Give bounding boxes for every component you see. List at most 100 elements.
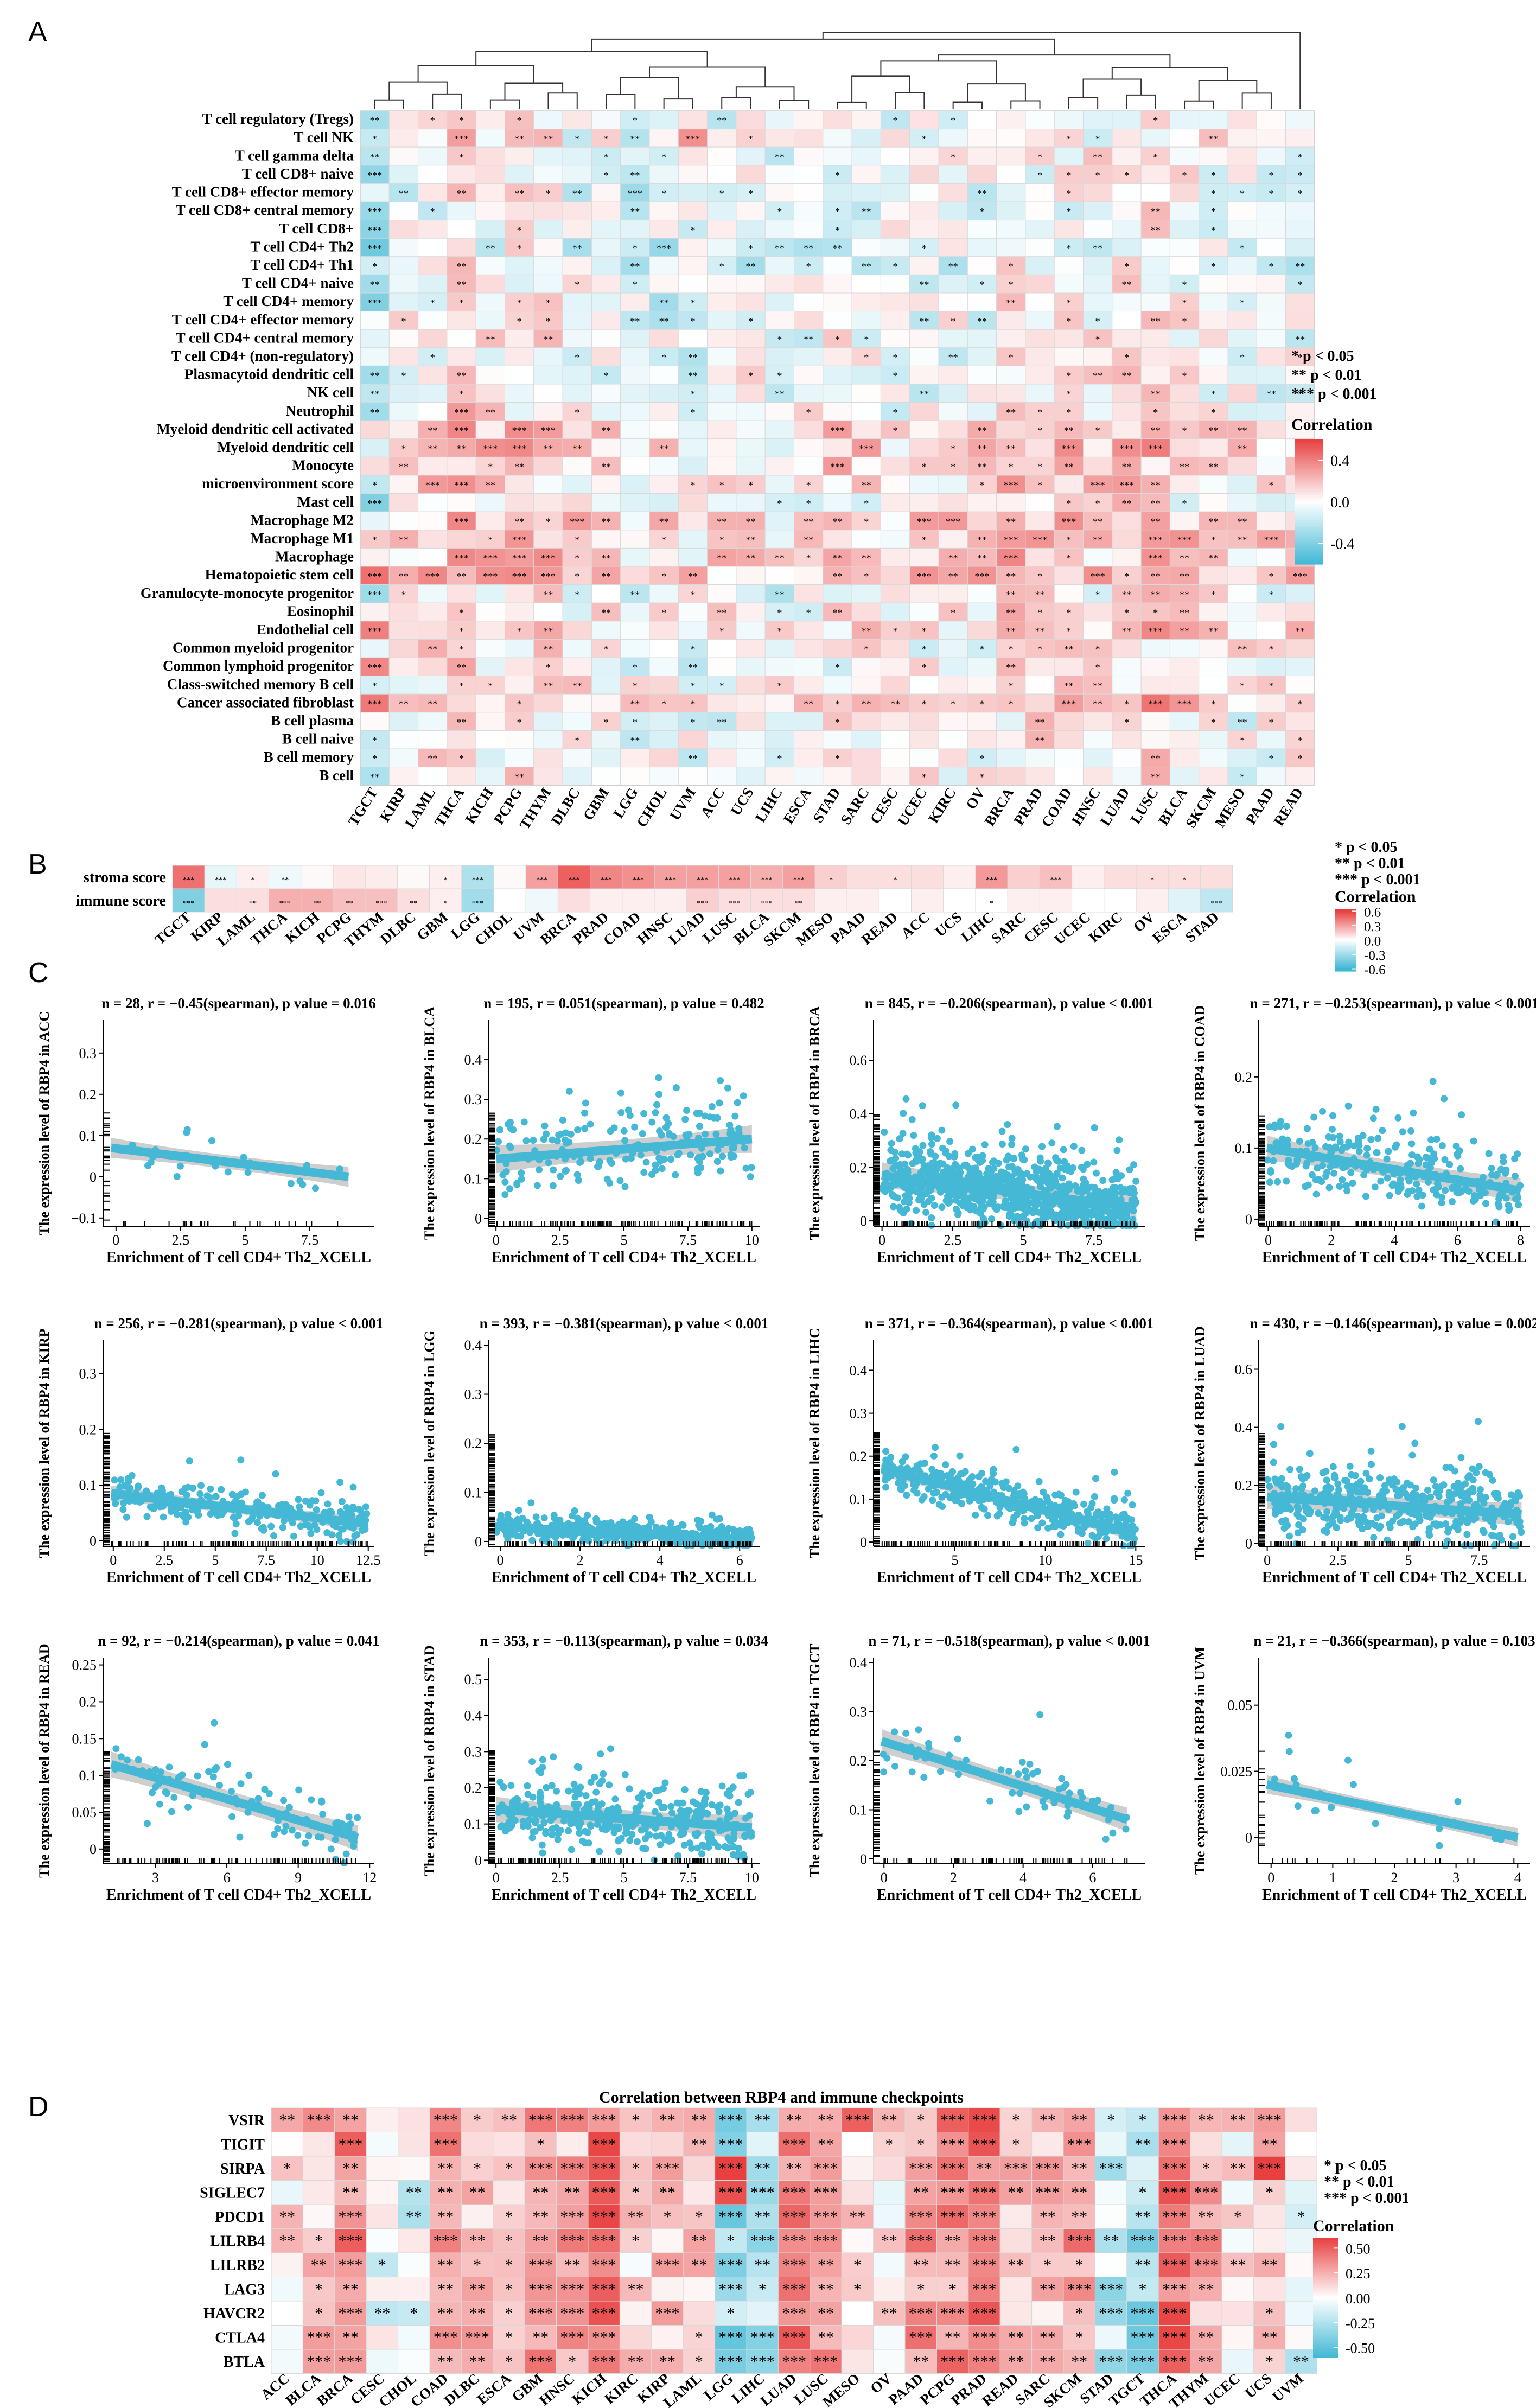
colorbar-step xyxy=(1295,547,1323,550)
colorbar-step xyxy=(1295,468,1323,472)
sig-mark: * xyxy=(806,261,811,272)
cell-b-cell-plasma-ucs xyxy=(736,712,766,731)
cell-b-cell-ucs xyxy=(736,767,766,786)
scatter-kirp: n = 256, r = −0.281(spearman), p value <… xyxy=(36,1315,383,1586)
data-point xyxy=(1497,1166,1505,1174)
data-point xyxy=(927,1133,935,1141)
b-row-label-0: stroma score xyxy=(84,869,166,886)
cell-t-cell-cd4-effector-memory-tgct xyxy=(360,311,390,330)
cell-endothelial-cell-meso xyxy=(1227,621,1257,640)
data-point xyxy=(1499,1192,1507,1199)
cell-plasmacytoid-dendritic-cell-luad xyxy=(1112,365,1142,385)
sig-mark: ** xyxy=(399,188,409,199)
sig-mark: ** xyxy=(1151,753,1161,764)
cell-t-cell-cd4-th1-uvm xyxy=(678,256,708,275)
data-point xyxy=(351,1532,359,1540)
data-point xyxy=(287,1180,295,1187)
cell-t-cell-cd8-central-memory-kirc xyxy=(938,201,968,221)
data-point xyxy=(717,1167,724,1175)
colorbar-step xyxy=(1295,464,1323,467)
cell-monocyte-uvm xyxy=(678,456,708,476)
cell-t-cell-cd4-effector-memory-acc xyxy=(707,311,737,330)
x-tick-label: 0 xyxy=(1265,1232,1272,1248)
cell-t-cell-cd4-naive-kirp xyxy=(388,274,419,294)
cell-t-cell-cd8-naive-blca xyxy=(1169,165,1200,184)
sig-mark: * xyxy=(806,607,811,618)
cell-microenvironment-score-skcm xyxy=(1199,475,1228,494)
cell-b-cell-memory-meso xyxy=(1227,748,1257,768)
cell-eosinophil-sarc xyxy=(851,602,881,622)
cell-myeloid-dendritic-cell-activated-paad xyxy=(1256,420,1286,439)
cell-t-cell-cd8-central-memory-dlbc xyxy=(562,201,592,221)
dendrogram-branch xyxy=(663,98,693,109)
cell-t-cell-cd4-non-regulatory--tgct xyxy=(360,347,390,366)
cell-t-cell-cd4-effector-memory-kirc xyxy=(938,311,968,330)
cell-t-cell-cd8--brca xyxy=(996,220,1026,239)
y-tick-label: 0.4 xyxy=(850,1106,868,1122)
cell-eosinophil-read xyxy=(1285,602,1315,622)
b-col-label-brca: BRCA xyxy=(537,908,579,947)
sig-mark: ** xyxy=(775,151,785,162)
cell-cancer-associated-fibroblast-prad xyxy=(1025,693,1055,713)
row-label-27: Eosinophil xyxy=(287,603,354,619)
x-tick-label: 10 xyxy=(310,1552,324,1568)
cell-myeloid-dendritic-cell-ucec xyxy=(909,438,939,457)
cell-t-cell-cd8-effector-memory-prad xyxy=(1025,183,1055,202)
cell-t-cell-cd8-naive-pcpg xyxy=(505,165,534,184)
data-point xyxy=(637,1151,645,1159)
data-point xyxy=(1418,1202,1426,1210)
sig-mark: ** xyxy=(1121,589,1131,600)
y-tick-label: 0.2 xyxy=(79,1422,97,1437)
sig-mark: * xyxy=(864,644,869,655)
sig-mark: ** xyxy=(717,516,726,527)
cell-t-cell-nk-gbm xyxy=(591,129,621,148)
colorbar-step xyxy=(1335,970,1356,972)
sig-mark: *** xyxy=(601,876,612,884)
x-axis-title: Enrichment of T cell CD4+ Th2_XCELL xyxy=(492,1249,756,1266)
cell-t-cell-cd8-effector-memory-chol xyxy=(649,183,679,202)
cell-t-cell-cd4-memory-stad xyxy=(823,292,852,312)
cell-myeloid-dendritic-cell-gbm xyxy=(591,438,621,457)
cell-t-cell-cd8-naive-coad xyxy=(1054,165,1084,184)
data-point xyxy=(1009,1154,1016,1162)
cell-t-cell-nk-acc xyxy=(707,129,737,148)
cell-nk-cell-lusc xyxy=(1140,384,1170,403)
cell-t-cell-cd4-central-memory-pcpg xyxy=(505,329,534,348)
sig-mark: * xyxy=(1153,115,1158,126)
cell-t-cell-cd4-naive-skcm xyxy=(1199,274,1228,294)
cell-myeloid-dendritic-cell-paad xyxy=(1256,438,1286,457)
cell-t-cell-cd4-non-regulatory--coad xyxy=(1054,347,1084,366)
data-point xyxy=(1283,1123,1290,1130)
sig-mark: * xyxy=(951,607,955,618)
cell-b-cell-naive-sarc xyxy=(851,730,881,749)
sig-mark: * xyxy=(979,279,984,290)
data-point xyxy=(1329,1112,1336,1119)
sig-mark: * xyxy=(748,188,753,199)
cell-t-cell-cd8-effector-memory-kirc xyxy=(938,183,968,202)
col-label-sarc: SARC xyxy=(837,785,872,827)
cell-b-cell-plasma-esca xyxy=(794,712,824,731)
cell-t-cell-regulatory-tregs--read xyxy=(1285,110,1315,130)
cell-endothelial-cell-ucs xyxy=(736,621,766,640)
cell-microenvironment-score-prad xyxy=(1025,475,1055,494)
cell-b-cell-naive-brca xyxy=(996,730,1026,749)
data-point xyxy=(123,1513,130,1521)
colorbar-step xyxy=(1295,483,1323,486)
sig-mark: ** xyxy=(746,516,756,527)
sig-mark: ** xyxy=(1006,571,1016,582)
cell-b-cell-memory-blca xyxy=(1169,748,1200,768)
sig-mark: * xyxy=(661,698,666,709)
sig-mark: * xyxy=(575,589,579,600)
cell-t-cell-cd4-th1-stad xyxy=(823,256,852,275)
cell-t-cell-cd4-th2-kirc xyxy=(938,238,968,257)
cell-t-cell-regulatory-tregs--kirp xyxy=(388,110,419,130)
cell-macrophage-m2-uvm xyxy=(678,511,708,531)
data-point xyxy=(231,1530,239,1537)
sig-mark: *** xyxy=(454,425,469,436)
colorbar-step xyxy=(1295,533,1323,536)
data-point xyxy=(1433,1184,1441,1192)
colorbar-step xyxy=(1295,560,1323,563)
data-point xyxy=(1431,1155,1438,1162)
data-point xyxy=(658,1165,666,1173)
